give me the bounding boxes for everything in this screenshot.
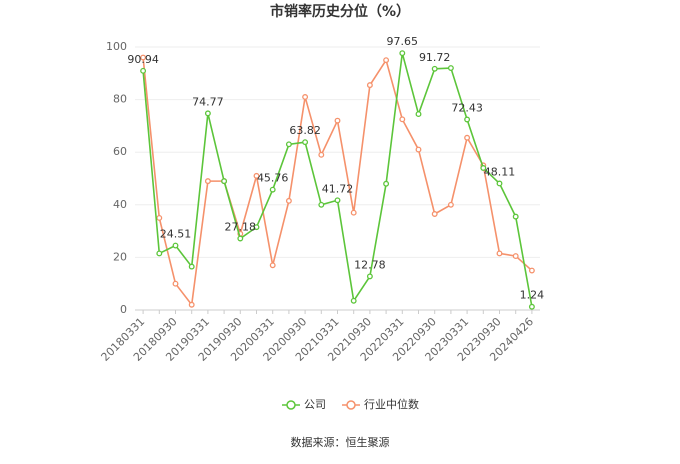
point [188, 301, 195, 308]
point [140, 67, 147, 74]
point [464, 116, 471, 123]
y-tick-label: 0 [120, 303, 127, 316]
data-label: 90.94 [127, 53, 159, 66]
point [399, 50, 406, 57]
point [366, 82, 373, 89]
point [350, 209, 357, 216]
point [221, 178, 228, 185]
point [366, 273, 373, 280]
point [253, 224, 260, 231]
point [512, 213, 519, 220]
point [447, 201, 454, 208]
data-label: 24.51 [160, 228, 192, 241]
point [318, 201, 325, 208]
data-label: 91.72 [419, 51, 451, 64]
point [204, 178, 211, 185]
point [285, 141, 292, 148]
point [496, 250, 503, 257]
data-label: 63.82 [289, 124, 321, 137]
point [253, 172, 260, 179]
point [140, 54, 147, 61]
y-tick-label: 100 [106, 40, 127, 53]
y-tick-label: 80 [113, 93, 127, 106]
point [447, 65, 454, 71]
point [528, 303, 535, 310]
point [383, 57, 390, 64]
legend-label: 公司 [304, 398, 326, 411]
point [528, 267, 535, 274]
point [464, 134, 471, 141]
point [204, 110, 211, 117]
data-label: 97.65 [387, 35, 419, 48]
point [172, 280, 179, 287]
point [269, 262, 276, 269]
point [431, 211, 438, 217]
point [285, 197, 292, 204]
point [318, 151, 325, 158]
point [431, 65, 438, 72]
point [237, 235, 244, 242]
series-line [142, 52, 533, 307]
point [496, 180, 503, 187]
data-label: 74.77 [192, 95, 224, 108]
point [156, 214, 163, 221]
point [415, 146, 422, 153]
point [269, 186, 276, 193]
point [172, 242, 179, 249]
legend-marker [286, 400, 296, 410]
point [156, 250, 163, 257]
point [399, 116, 406, 123]
data-label: 48.11 [484, 165, 516, 178]
y-tick-label: 20 [113, 250, 127, 263]
data-label: 1.24 [520, 289, 545, 302]
point [302, 139, 309, 146]
point [334, 197, 341, 204]
point [512, 253, 519, 260]
point [334, 117, 341, 124]
data-label: 12.78 [354, 258, 386, 271]
legend-item: 行业中位数 [342, 397, 419, 411]
legend-item: 公司 [282, 398, 326, 411]
point [480, 165, 487, 171]
data-label: 72.43 [451, 102, 483, 115]
data-label: 45.76 [257, 172, 289, 185]
point [383, 180, 390, 187]
legend-label: 行业中位数 [364, 397, 419, 411]
point [415, 111, 422, 118]
data-label: 27.18 [225, 221, 257, 234]
point [350, 297, 357, 304]
chart-title: 市销率历史分位（%） [270, 3, 410, 20]
y-tick-label: 40 [113, 198, 127, 211]
point [302, 94, 309, 100]
source-note: 数据来源：恒生聚源 [291, 435, 390, 449]
point [188, 263, 195, 270]
legend-marker [346, 400, 356, 410]
data-label: 41.72 [322, 182, 354, 195]
y-tick-label: 60 [113, 145, 127, 158]
